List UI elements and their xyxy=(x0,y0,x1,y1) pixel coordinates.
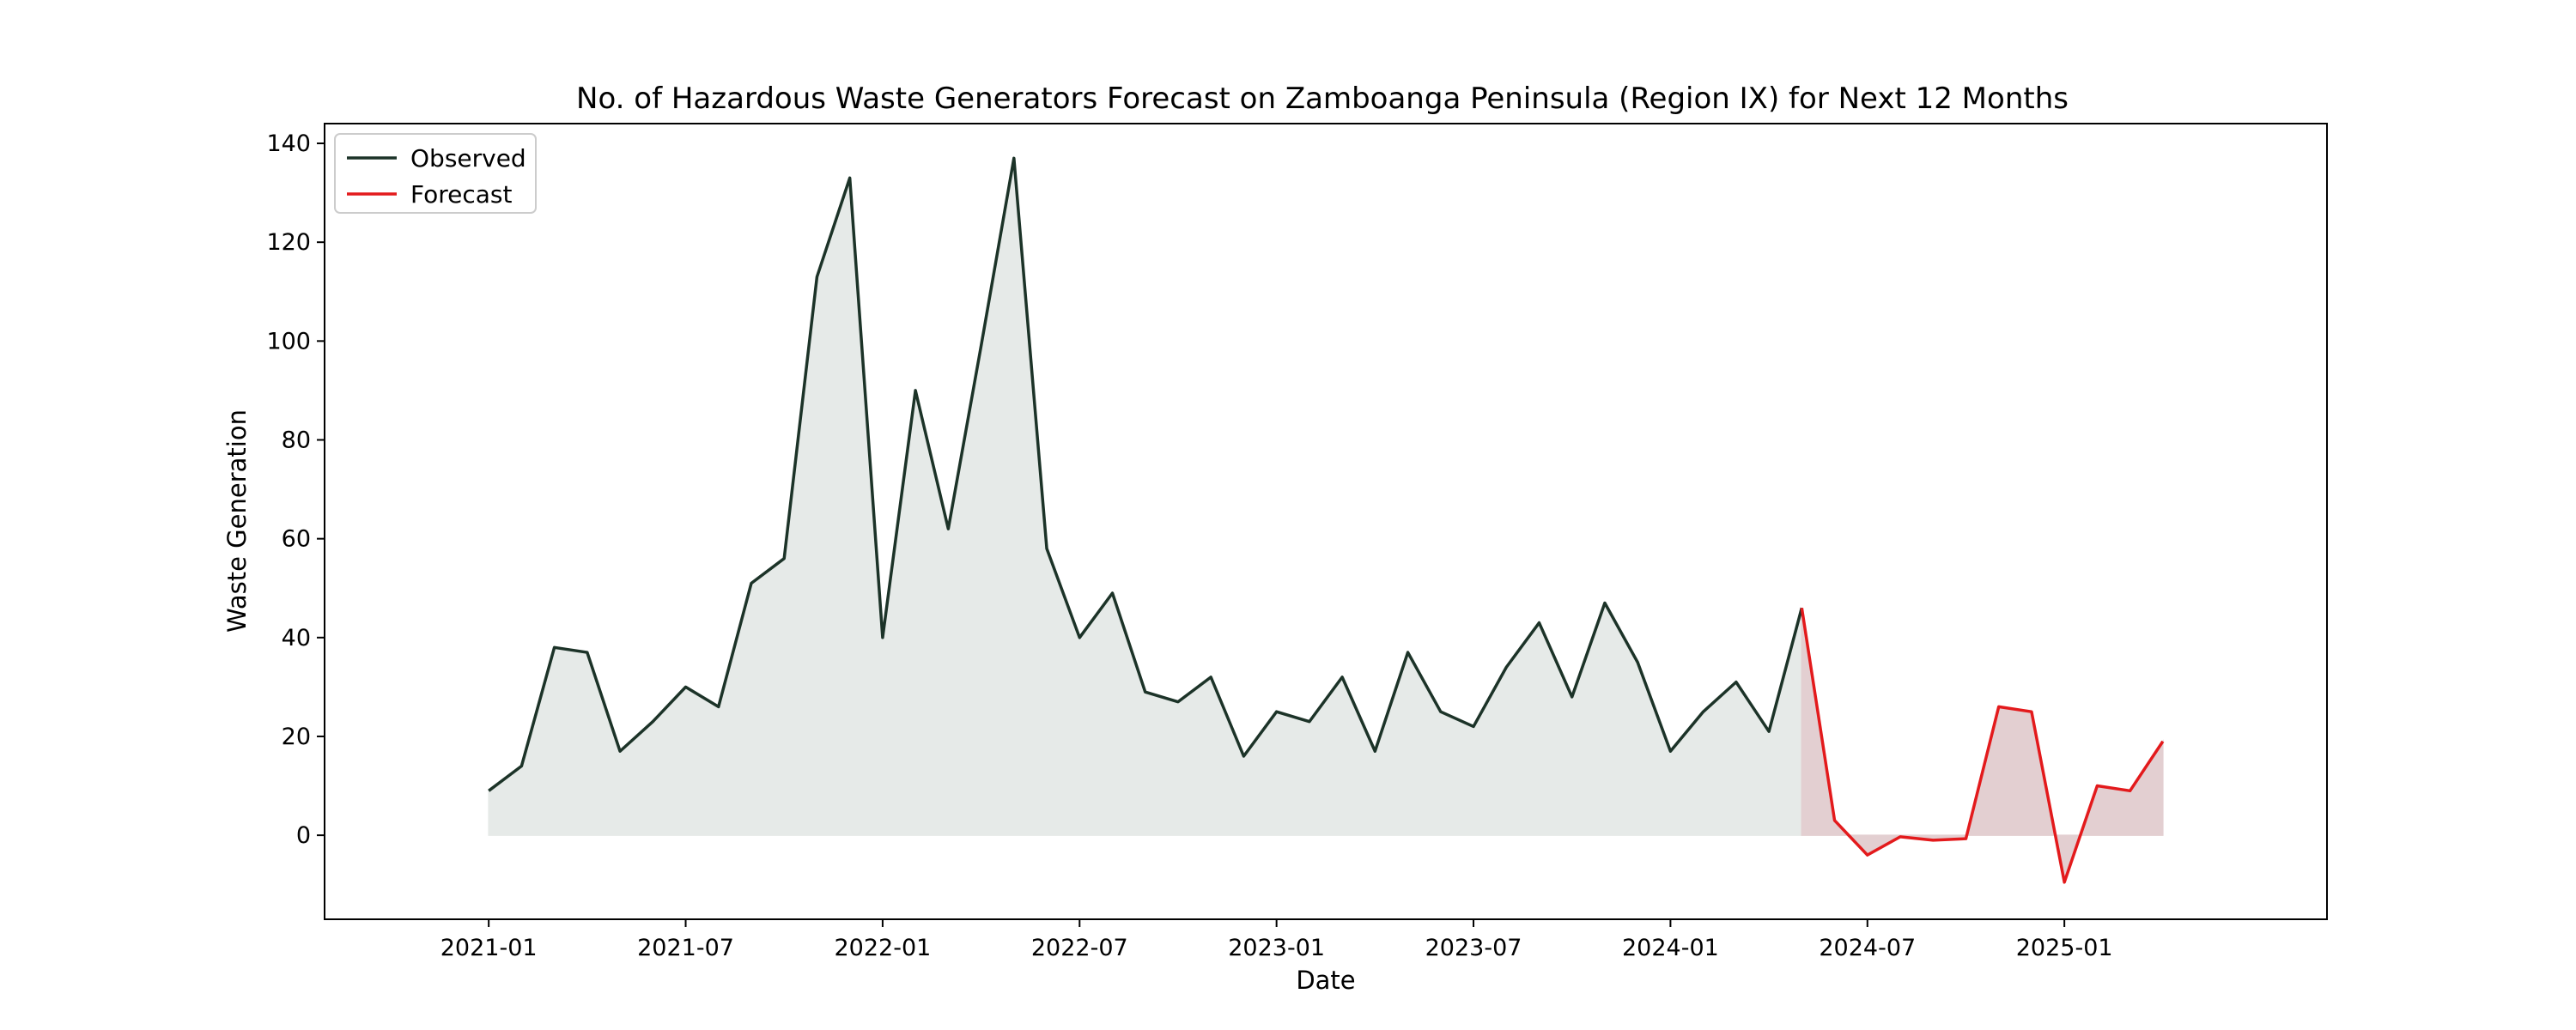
x-tick-label: 2024-07 xyxy=(1819,935,1916,961)
legend-label-observed: Observed xyxy=(410,144,526,173)
series-line-forecast xyxy=(1800,607,2165,884)
x-tick-label: 2023-07 xyxy=(1425,935,1522,961)
y-axis-title: Waste Generation xyxy=(222,409,252,633)
chart-title: No. of Hazardous Waste Generators Foreca… xyxy=(576,82,2069,116)
series-line-observed xyxy=(488,156,1804,792)
plot-frame xyxy=(324,123,2328,920)
x-tick-label: 2023-01 xyxy=(1228,935,1325,961)
y-tick-label: 40 xyxy=(282,625,311,651)
x-tick-label: 2025-01 xyxy=(2016,935,2113,961)
y-tick-label: 60 xyxy=(282,526,311,553)
x-tick-label: 2022-07 xyxy=(1031,935,1128,961)
y-tick-label: 20 xyxy=(282,724,311,750)
x-axis: 2021-01 2021-07 2022-01 2022-07 2023-01 2023-… xyxy=(440,919,2113,961)
y-tick-label: 120 xyxy=(266,229,311,256)
legend-label-forecast: Forecast xyxy=(410,180,513,209)
x-tick-label: 2024-01 xyxy=(1622,935,1719,961)
y-tick-label: 80 xyxy=(282,427,311,453)
x-tick-label: 2022-01 xyxy=(834,935,931,961)
plot-area xyxy=(488,156,2165,885)
y-tick-label: 140 xyxy=(266,130,311,157)
area-fill-observed xyxy=(488,158,1803,836)
y-tick-label: 0 xyxy=(296,822,311,849)
x-tick-label: 2021-07 xyxy=(637,935,734,961)
y-axis: 0 20 40 60 80 100 120 140 xyxy=(266,130,325,849)
legend: Observed Forecast xyxy=(334,133,537,214)
x-tick-label: 2021-01 xyxy=(440,935,538,961)
x-axis-title: Date xyxy=(1296,966,1355,995)
y-tick-label: 100 xyxy=(266,328,311,354)
